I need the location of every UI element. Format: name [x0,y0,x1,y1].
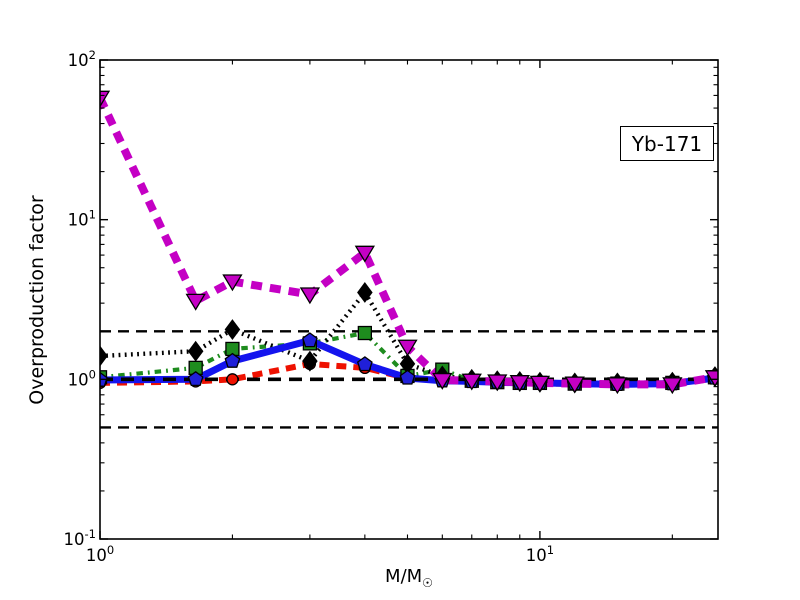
triangle-down-marker [299,287,321,305]
tick-label: 101 [68,208,96,230]
circle-marker [226,373,239,386]
diamond-marker [357,282,373,303]
triangle-down-marker [354,245,375,263]
diamond-marker [302,350,318,372]
diamond-marker [100,345,108,367]
triangle-down-marker [509,375,530,392]
triangle-down-marker [529,375,551,393]
pentagon-marker [187,370,204,387]
tick-label: 100 [86,543,114,565]
tick-label: 101 [526,543,554,565]
triangle-down-marker [222,274,243,292]
diamond-marker [224,319,241,340]
triangle-down-marker [461,373,482,391]
isotope-label-box: Yb-171 [620,126,714,161]
series-markers [100,90,718,395]
tick-label: 10-1 [64,527,96,549]
triangle-down-marker [704,370,718,388]
axes-frame [99,59,719,540]
pentagon-marker [224,352,241,368]
markers-magenta-dashed-triangles [100,90,718,395]
x-axis-title: M/M☉ [385,566,433,590]
ref-lines-back [100,330,718,429]
triangle-down-marker [397,339,418,357]
pentagon-marker [399,369,416,385]
pentagon-marker [302,332,318,348]
tick-label: 102 [68,48,96,70]
triangle-down-marker [185,293,206,311]
triangle-down-marker [662,377,683,395]
diamond-marker [187,340,204,362]
triangle-down-marker [564,376,585,394]
square-marker [357,325,373,341]
tick-label: 100 [68,367,96,389]
triangle-down-marker [432,372,453,390]
axis-ticks [99,59,718,540]
y-axis-title: Overproduction factor [26,195,48,405]
triangle-down-marker [487,374,508,392]
sun-symbol: ☉ [422,576,433,590]
pentagon-marker [356,356,373,372]
x-axis-title-text: M/M [385,566,423,587]
triangle-down-marker [607,377,628,395]
